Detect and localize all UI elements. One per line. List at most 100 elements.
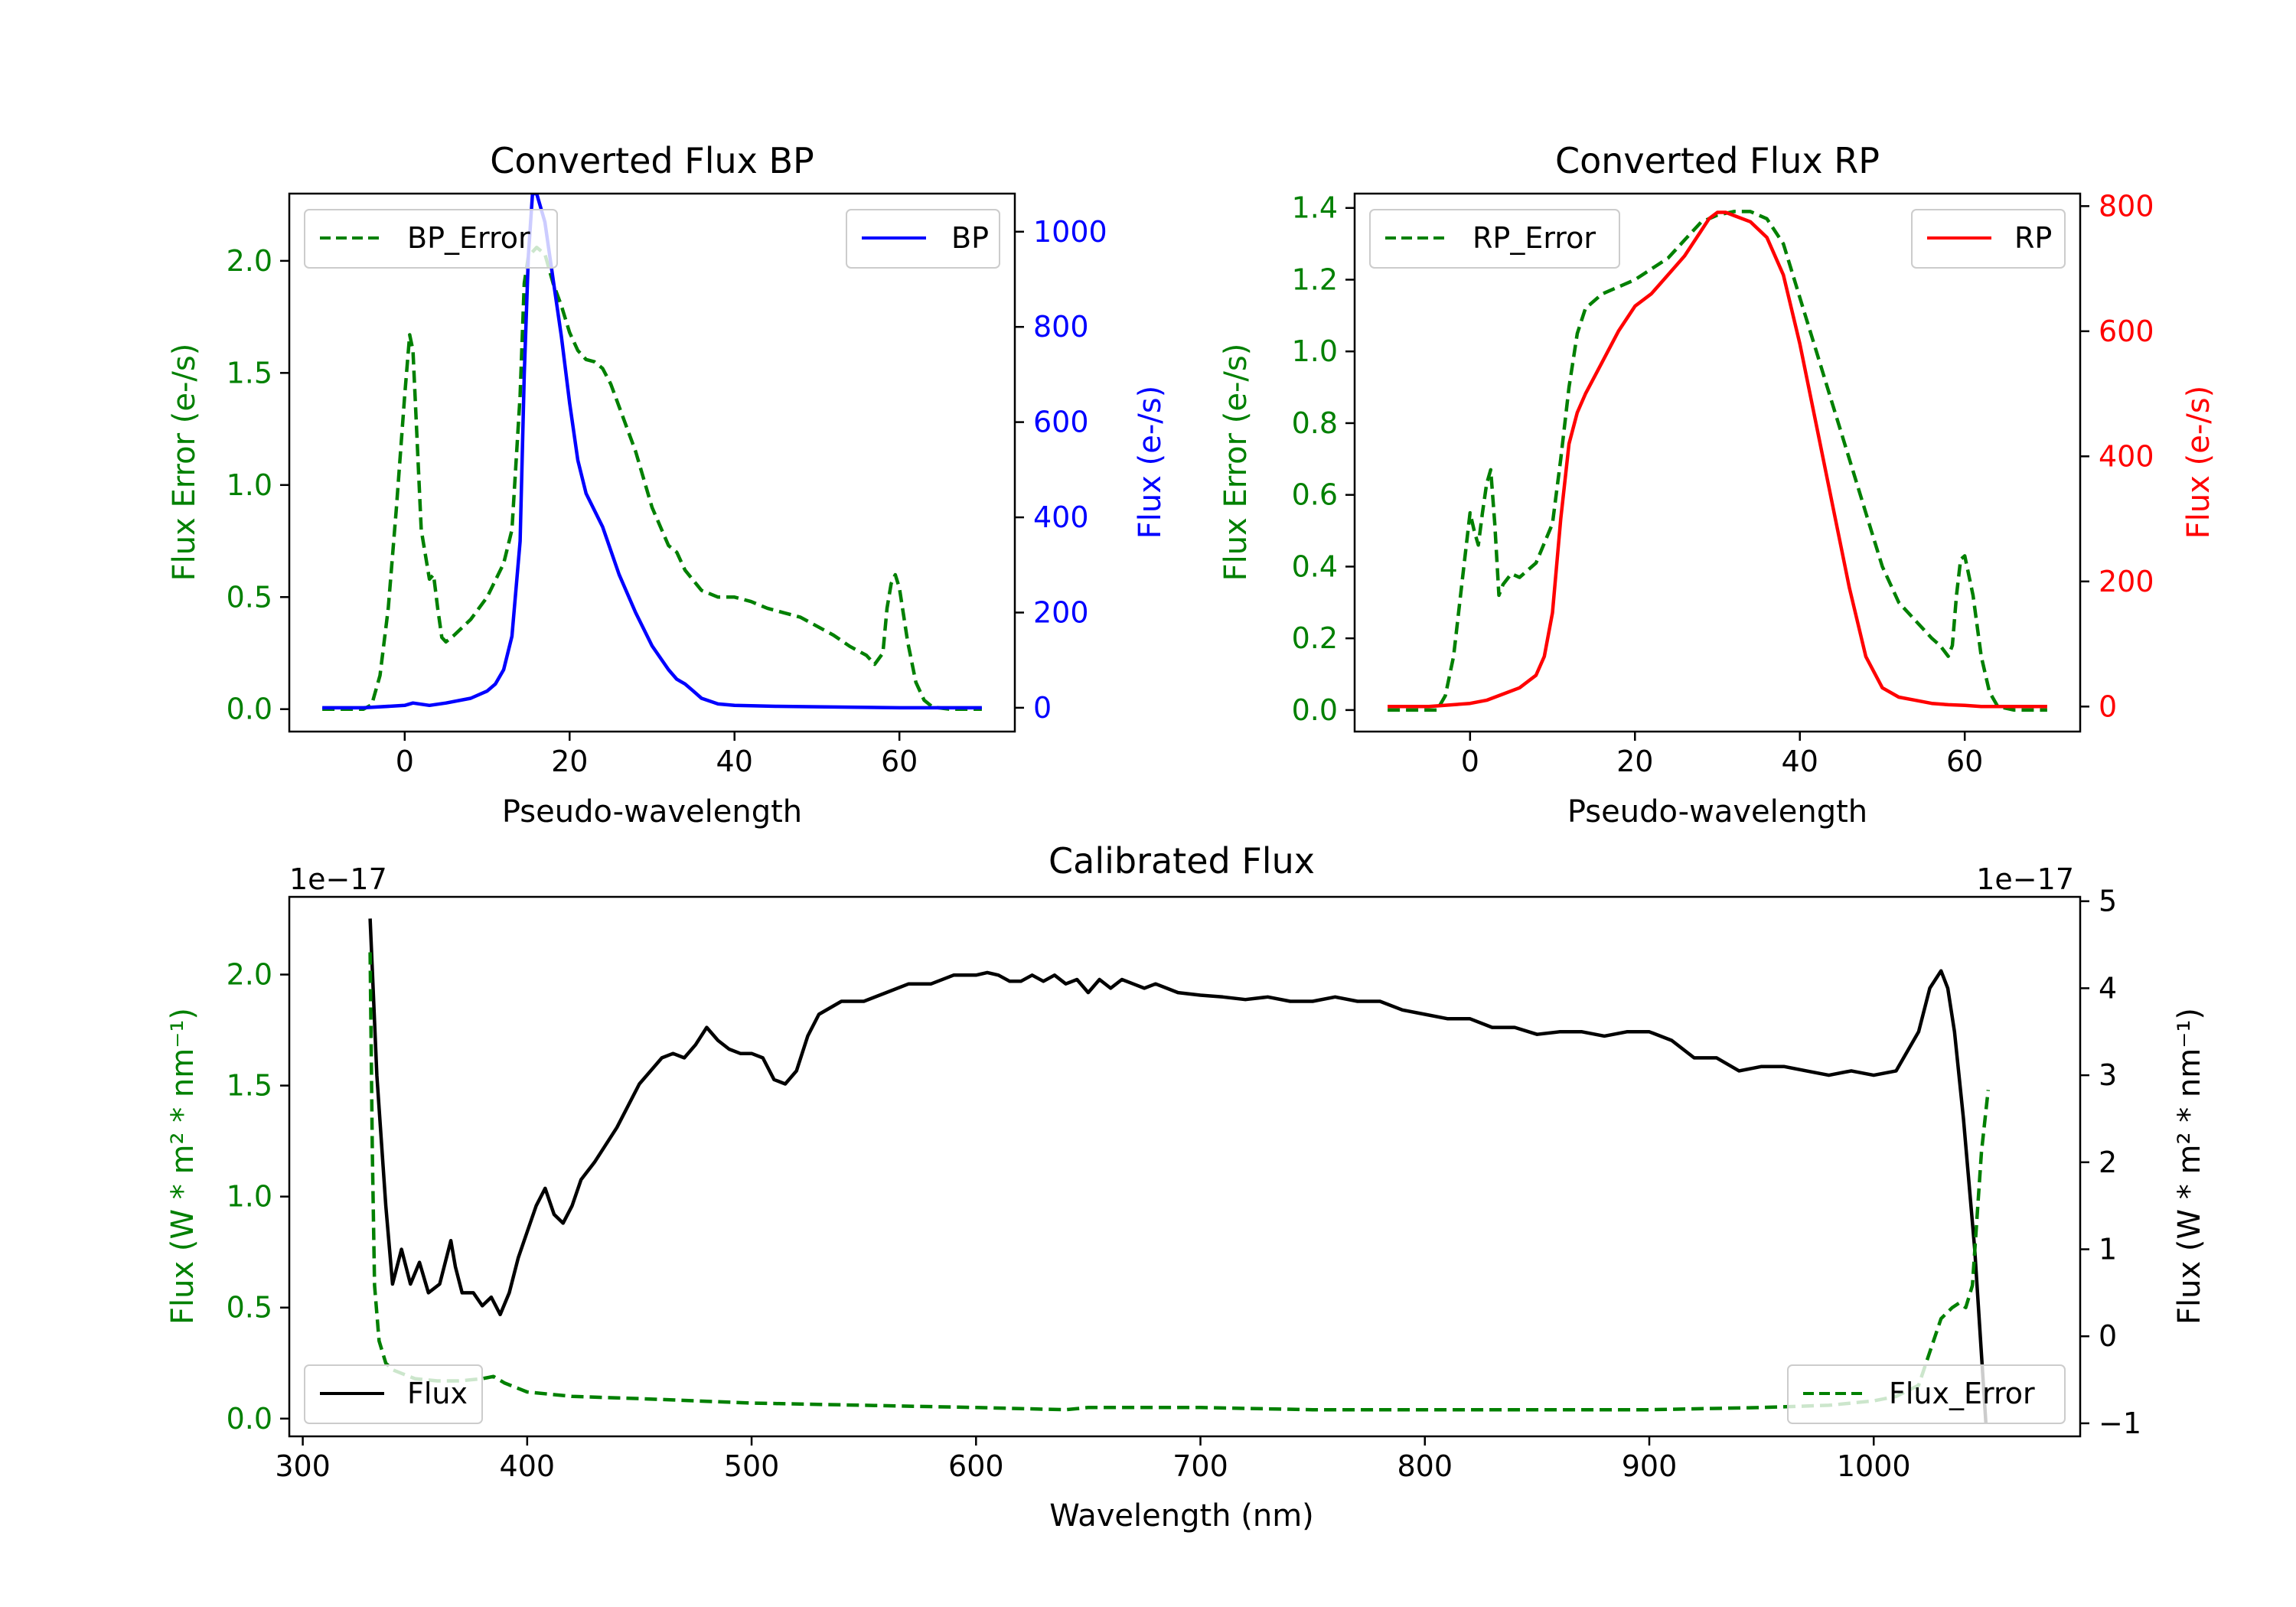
- rp-series-rp-error-line: [1388, 210, 2047, 712]
- bp-error-legend-label: BP_Error: [407, 221, 530, 255]
- calibrated-right-ticks: −1 0 1 2 3 4 5: [2080, 885, 2141, 1440]
- bp-x-axis-label: Pseudo-wavelength: [502, 794, 802, 830]
- rp-error-legend: RP_Error: [1369, 209, 1620, 269]
- calibrated-x-tick-label: 900: [1622, 1449, 1678, 1483]
- rp-x-tick-label: 20: [1616, 745, 1653, 778]
- rp-title: Converted Flux RP: [1555, 140, 1880, 181]
- rp-right-tick-label: 400: [2099, 439, 2154, 473]
- bp-title: Converted Flux BP: [490, 140, 814, 181]
- rp-left-tick-label: 0.8: [1292, 406, 1338, 440]
- bp-x-tick-label: 0: [396, 745, 414, 778]
- calibrated-x-tick-label: 500: [724, 1449, 780, 1483]
- rp-left-tick-label: 1.0: [1292, 334, 1338, 368]
- rp-right-tick-label: 800: [2099, 189, 2154, 223]
- calibrated-axes-frame: [288, 895, 2082, 1438]
- calibrated-left-tick-label: 0.0: [227, 1402, 272, 1436]
- calibrated-x-tick-label: 700: [1172, 1449, 1228, 1483]
- bp-right-tick-label: 200: [1033, 595, 1089, 629]
- calibrated-right-axis-label: Flux (W * m² * nm⁻¹): [2172, 1008, 2207, 1325]
- bp-error-legend-box: [304, 209, 558, 269]
- calibrated-plot-clip-group: [368, 918, 1991, 1424]
- rp-x-axis-label: Pseudo-wavelength: [1567, 794, 1867, 830]
- calibrated-left-axis-label: Flux (W * m² * nm⁻¹): [165, 1008, 201, 1325]
- calibrated-x-ticks: 300 400 500 600 700 800 900 1000: [275, 1436, 1911, 1483]
- calibrated-error-legend-box: [1787, 1364, 2066, 1424]
- bp-plot-clip-group: [322, 194, 982, 711]
- calibrated-left-multiplier: 1e−17: [289, 862, 387, 896]
- rp-left-tick-label: 0.6: [1292, 478, 1338, 512]
- calibrated-left-tick-label: 0.5: [227, 1291, 272, 1325]
- panel-calibrated: Calibrated Flux 1e−17 1e−17 300 400 500 600…: [165, 840, 2207, 1534]
- bp-x-ticks: 0 20 40 60: [396, 732, 918, 778]
- rp-right-tick-label: 600: [2099, 315, 2154, 348]
- bp-series-bp-line: [322, 194, 982, 710]
- calibrated-error-legend-label: Flux_Error: [1889, 1377, 2035, 1410]
- calibrated-right-multiplier: 1e−17: [1976, 862, 2074, 896]
- calibrated-right-tick-label: 1: [2099, 1233, 2117, 1266]
- rp-flux-legend: RP: [1911, 209, 2066, 269]
- rp-left-tick-label: 1.4: [1292, 191, 1338, 225]
- bp-series-bp-error-line: [322, 246, 982, 711]
- calibrated-right-tick-label: −1: [2099, 1407, 2141, 1440]
- rp-right-tick-label: 200: [2099, 565, 2154, 598]
- calibrated-x-tick-label: 600: [948, 1449, 1004, 1483]
- bp-left-tick-label: 2.0: [227, 244, 272, 278]
- rp-plot-clip-group: [1388, 210, 2047, 712]
- calibrated-series-flux-line: [368, 918, 1988, 1424]
- rp-error-legend-box: [1369, 209, 1620, 269]
- rp-error-legend-label: RP_Error: [1473, 221, 1596, 255]
- calibrated-right-tick-label: 4: [2099, 971, 2117, 1005]
- rp-left-ticks: 0.0 0.2 0.4 0.6 0.8 1.0 1.2 1.4: [1292, 191, 1355, 727]
- calibrated-right-tick-label: 3: [2099, 1058, 2117, 1092]
- bp-flux-legend: BP: [846, 209, 1000, 269]
- calibrated-error-legend: Flux_Error: [1787, 1364, 2066, 1424]
- rp-right-tick-label: 0: [2099, 689, 2117, 723]
- rp-x-tick-label: 60: [1946, 745, 1983, 778]
- calibrated-flux-legend-label: Flux: [407, 1377, 468, 1410]
- bp-right-tick-label: 0: [1033, 691, 1052, 725]
- panel-rp: Converted Flux RP 0 20 40 60 0.00.20.40.60.…: [1218, 140, 2216, 830]
- calibrated-x-tick-label: 300: [275, 1449, 331, 1483]
- rp-left-tick-label: 0.2: [1292, 621, 1338, 655]
- rp-left-tick-label: 0.4: [1292, 549, 1338, 583]
- rp-left-axis-label: Flux Error (e-/s): [1218, 344, 1254, 582]
- calibrated-left-ticks: 0.0 0.5 1.0 1.5 2.0: [227, 958, 289, 1436]
- panel-bp: Converted Flux BP 0 20 40 60 0.0 0.5 1.0 1.5 2.…: [167, 140, 1168, 830]
- calibrated-left-tick-label: 1.5: [227, 1069, 272, 1103]
- rp-x-tick-label: 40: [1782, 745, 1818, 778]
- bp-left-axis-label: Flux Error (e-/s): [167, 344, 202, 582]
- bp-right-axis-label: Flux (e-/s): [1133, 386, 1168, 539]
- rp-left-tick-label: 0.0: [1292, 693, 1338, 727]
- rp-flux-legend-label: RP: [2014, 221, 2052, 255]
- calibrated-flux-legend-box: [304, 1364, 483, 1424]
- bp-left-tick-label: 1.0: [227, 468, 272, 502]
- calibrated-right-tick-label: 2: [2099, 1146, 2117, 1179]
- calibrated-right-tick-label: 0: [2099, 1319, 2117, 1353]
- calibrated-title: Calibrated Flux: [1049, 840, 1315, 882]
- rp-left-tick-label: 1.2: [1292, 262, 1338, 296]
- rp-series-rp-line: [1388, 210, 2047, 709]
- calibrated-left-tick-label: 2.0: [227, 958, 272, 992]
- bp-error-legend: BP_Error: [304, 209, 558, 269]
- rp-right-axis-label: Flux (e-/s): [2181, 386, 2216, 539]
- rp-axes-frame: [1353, 192, 2082, 733]
- calibrated-left-tick-label: 1.0: [227, 1180, 272, 1214]
- calibrated-flux-legend: Flux: [304, 1364, 483, 1424]
- calibrated-x-tick-label: 800: [1397, 1449, 1453, 1483]
- bp-x-tick-label: 40: [716, 745, 753, 778]
- bp-x-tick-label: 20: [551, 745, 588, 778]
- bp-left-tick-label: 1.5: [227, 356, 272, 390]
- rp-right-ticks: 0 200 400 600 800: [2080, 189, 2154, 723]
- bp-flux-legend-label: BP: [951, 221, 989, 255]
- rp-x-ticks: 0 20 40 60: [1461, 732, 1983, 778]
- bp-right-tick-label: 600: [1033, 406, 1089, 439]
- bp-left-ticks: 0.0 0.5 1.0 1.5 2.0: [227, 244, 289, 726]
- bp-left-tick-label: 0.0: [227, 693, 272, 726]
- bp-right-tick-label: 800: [1033, 310, 1089, 344]
- bp-x-tick-label: 60: [881, 745, 918, 778]
- bp-left-tick-label: 0.5: [227, 580, 272, 614]
- bp-right-ticks: 0 200 400 600 800 1000: [1015, 215, 1107, 725]
- calibrated-x-tick-label: 400: [500, 1449, 556, 1483]
- calibrated-x-tick-label: 1000: [1837, 1449, 1911, 1483]
